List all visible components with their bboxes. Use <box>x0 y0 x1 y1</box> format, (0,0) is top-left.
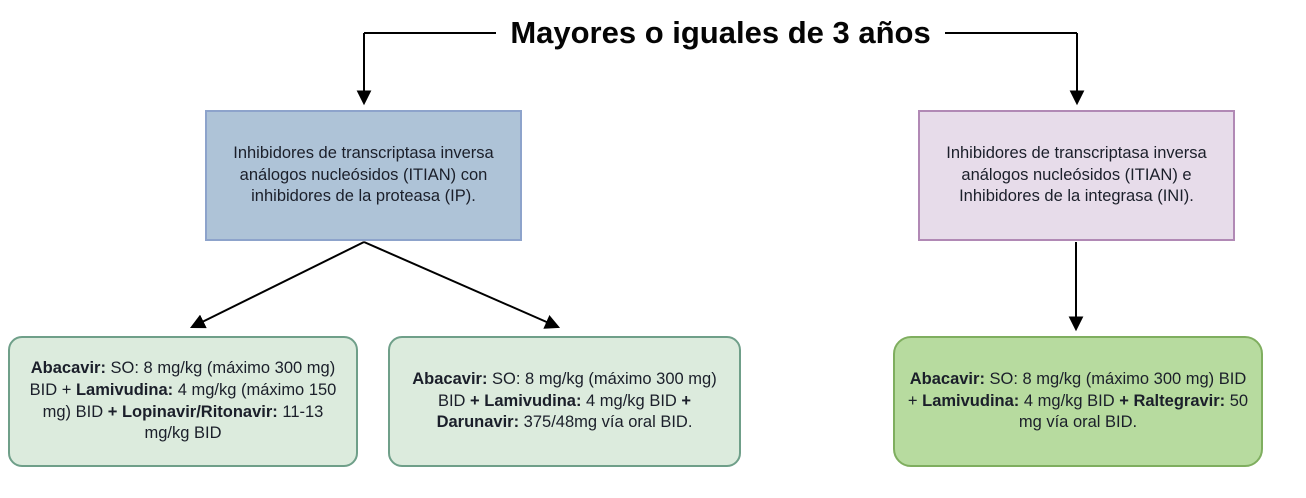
node-regimen-darunavir-text: Abacavir: SO: 8 mg/kg (máximo 300 mg) BI… <box>412 369 717 432</box>
arrow-left-category-to-darunavir <box>363 241 561 329</box>
arrow-left-category-to-lopinavir <box>189 241 365 329</box>
node-itian-ini-text: Inhibidores de transcriptasa inversa aná… <box>946 143 1207 206</box>
title-connector-right-line <box>944 32 1078 34</box>
title-connector-left-line <box>364 32 497 34</box>
title-row: Mayores o iguales de 3 años <box>364 14 1078 52</box>
node-regimen-lopinavir: Abacavir: SO: 8 mg/kg (máximo 300 mg) BI… <box>8 336 358 467</box>
node-itian-ini: Inhibidores de transcriptasa inversa aná… <box>918 110 1235 241</box>
node-regimen-raltegravir-text: Abacavir: SO: 8 mg/kg (máximo 300 mg) BI… <box>907 369 1249 432</box>
node-regimen-raltegravir: Abacavir: SO: 8 mg/kg (máximo 300 mg) BI… <box>893 336 1263 467</box>
node-regimen-lopinavir-text: Abacavir: SO: 8 mg/kg (máximo 300 mg) BI… <box>29 358 337 443</box>
node-itian-ip-text: Inhibidores de transcriptasa inversa aná… <box>233 143 494 206</box>
node-regimen-darunavir: Abacavir: SO: 8 mg/kg (máximo 300 mg) BI… <box>388 336 741 467</box>
node-itian-ip: Inhibidores de transcriptasa inversa aná… <box>205 110 522 241</box>
chart-title: Mayores o iguales de 3 años <box>510 15 931 50</box>
